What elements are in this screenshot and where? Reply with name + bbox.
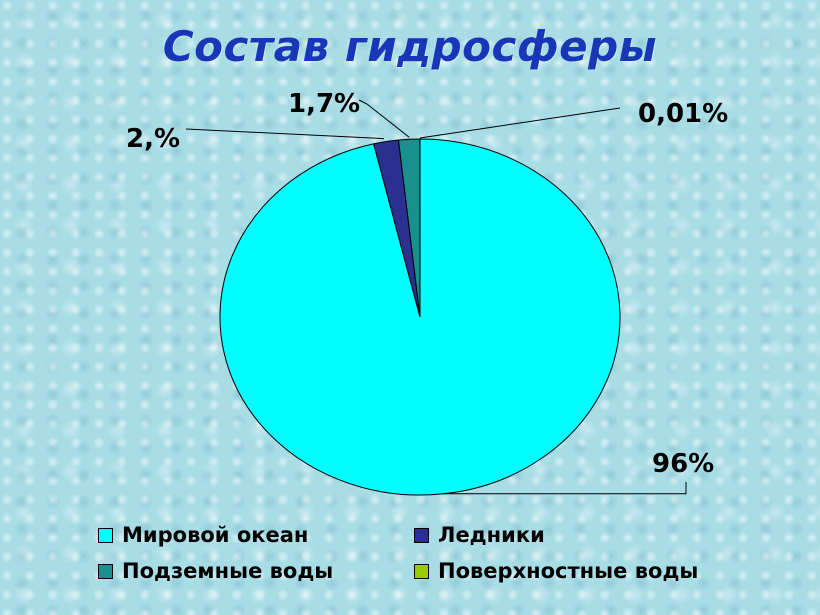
- data-labels: 96% 2,% 1,7% 0,01%: [126, 89, 728, 479]
- slide-title: Состав гидросферы: [162, 22, 658, 71]
- legend-swatch-surface: [414, 563, 429, 579]
- legend-item-groundwater: Подземные воды: [98, 556, 333, 586]
- data-label-groundwater: 1,7%: [288, 89, 360, 119]
- legend-label-surface: Поверхностные воды: [438, 559, 699, 583]
- legend-swatch-ocean: [98, 527, 113, 543]
- leader-line-ocean: [443, 482, 687, 495]
- leader-lines: [185, 99, 687, 495]
- legend-swatch-glaciers: [414, 527, 429, 543]
- legend-item-ocean: Мировой океан: [98, 520, 308, 550]
- legend-label-groundwater: Подземные воды: [122, 559, 334, 583]
- data-label-glaciers: 2,%: [126, 124, 180, 154]
- leader-line-groundwater: [358, 99, 410, 138]
- data-label-ocean: 96%: [652, 449, 714, 479]
- legend-item-glaciers: Ледники: [414, 520, 545, 550]
- legend-label-glaciers: Ледники: [438, 523, 545, 547]
- legend-item-surface: Поверхностные воды: [414, 556, 698, 586]
- legend-swatch-groundwater: [98, 563, 113, 579]
- pie-slice-ocean: [219, 138, 621, 496]
- data-label-surface: 0,01%: [638, 99, 728, 129]
- leader-line-glaciers: [185, 128, 385, 140]
- legend-label-ocean: Мировой океан: [122, 523, 309, 547]
- leader-line-surface: [419, 107, 621, 139]
- pie-slices: [219, 138, 621, 496]
